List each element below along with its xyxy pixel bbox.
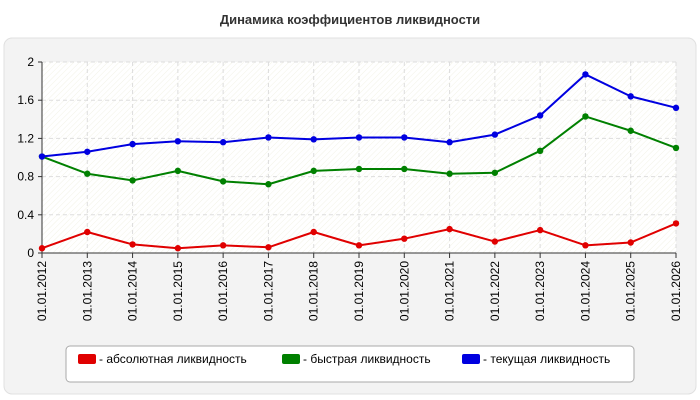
data-point-s2 <box>627 127 634 134</box>
data-point-s2 <box>355 165 363 173</box>
data-point-s1 <box>174 245 182 252</box>
data-point-s3 <box>129 140 136 148</box>
data-point-s1 <box>265 244 272 251</box>
x-tick-label: 01.01.2016 <box>216 261 230 321</box>
data-point-s3 <box>174 138 182 145</box>
data-point-s2 <box>219 178 227 185</box>
x-tick-label: 01.01.2015 <box>171 261 185 321</box>
x-tick-label: 01.01.2017 <box>261 261 275 321</box>
data-point-s3 <box>672 104 680 112</box>
data-point-s3 <box>446 139 453 146</box>
data-point-s1 <box>219 242 227 249</box>
data-point-s2 <box>310 167 317 175</box>
x-tick-label: 01.01.2022 <box>488 261 502 321</box>
legend-swatch-1 <box>78 354 96 364</box>
data-point-s1 <box>355 242 363 249</box>
data-point-s3 <box>38 153 46 160</box>
data-point-s1 <box>84 228 91 236</box>
y-tick-label: 1.6 <box>17 93 34 107</box>
data-point-s2 <box>536 147 544 155</box>
data-point-s3 <box>491 131 499 138</box>
legend-label-2: - быстрая ликвидность <box>303 352 431 366</box>
data-point-s1 <box>38 245 46 252</box>
data-point-s1 <box>672 220 680 227</box>
y-tick-label: 2 <box>27 55 34 69</box>
data-point-s2 <box>265 181 272 188</box>
data-point-s2 <box>672 144 680 152</box>
x-tick-label: 01.01.2018 <box>307 261 321 321</box>
data-point-s1 <box>491 238 499 245</box>
data-point-s2 <box>446 170 453 177</box>
data-point-s2 <box>129 177 136 184</box>
data-point-s3 <box>627 93 634 100</box>
x-tick-label: 01.01.2019 <box>352 261 366 321</box>
data-point-s3 <box>355 134 363 141</box>
chart-title: Динамика коэффициентов ликвидности <box>220 12 480 27</box>
y-tick-label: 0 <box>27 246 34 260</box>
data-point-s2 <box>174 167 182 175</box>
y-tick-label: 1.2 <box>17 131 34 145</box>
legend-swatch-2 <box>282 354 300 364</box>
data-point-s1 <box>310 228 317 236</box>
data-point-s3 <box>84 148 91 155</box>
data-point-s1 <box>536 226 544 234</box>
data-point-s3 <box>219 139 227 146</box>
data-point-s1 <box>401 235 408 242</box>
x-tick-label: 01.01.2013 <box>80 261 94 321</box>
legend-box <box>65 345 635 383</box>
data-point-s1 <box>446 225 453 233</box>
x-tick-label: 01.01.2024 <box>578 261 592 321</box>
x-tick-label: 01.01.2021 <box>443 261 457 321</box>
x-tick-label: 01.01.2014 <box>126 261 140 321</box>
data-point-s1 <box>129 241 136 248</box>
x-tick-label: 01.01.2012 <box>35 261 49 321</box>
data-point-s2 <box>84 170 91 177</box>
data-point-s1 <box>582 242 589 249</box>
data-point-s1 <box>627 239 634 246</box>
data-point-s3 <box>582 71 589 78</box>
x-tick-label: 01.01.2026 <box>669 261 683 321</box>
plot-area: 0 0.4 0.8 1.2 1.6 2 01.01.2012 01.01.2013 01.01.… <box>17 55 683 321</box>
data-point-s2 <box>401 165 408 173</box>
x-tick-label: 01.01.2020 <box>397 261 411 321</box>
x-tick-label: 01.01.2023 <box>533 261 547 321</box>
legend-swatch-3 <box>462 354 480 364</box>
y-tick-label: 0.8 <box>17 170 34 184</box>
legend-label-1: - абсолютная ликвидность <box>99 352 247 366</box>
data-point-s2 <box>582 113 589 120</box>
legend-label-3: - текущая ликвидность <box>483 352 610 366</box>
legend: - абсолютная ликвидность - быстрая ликвид… <box>65 345 635 383</box>
x-tick-label: 01.01.2025 <box>624 261 638 321</box>
data-point-s3 <box>401 134 408 141</box>
data-point-s3 <box>310 136 317 143</box>
data-point-s3 <box>265 134 272 141</box>
data-point-s3 <box>536 112 544 119</box>
data-point-s2 <box>491 169 499 176</box>
y-tick-label: 0.4 <box>17 208 34 222</box>
